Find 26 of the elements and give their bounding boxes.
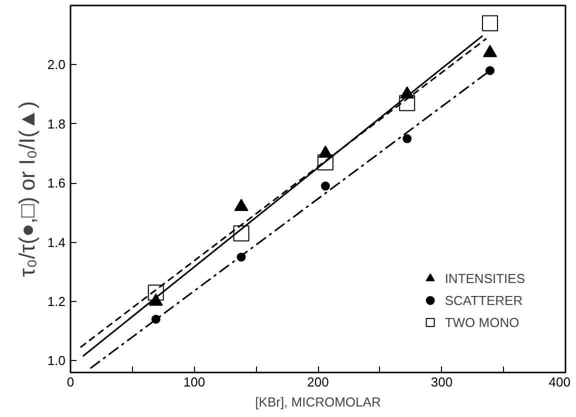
point [236, 252, 246, 262]
x-axis-title: [KBr], MICROMOLAR [255, 394, 381, 410]
point [486, 66, 495, 76]
point [317, 154, 334, 170]
point [482, 15, 498, 32]
x-tick-label: 200 [307, 374, 329, 390]
legend-label: SCATTERER [444, 292, 523, 308]
x-tick-label: 400 [548, 374, 571, 390]
point [402, 134, 412, 144]
x-tick-label: 100 [183, 374, 206, 390]
point [399, 95, 416, 112]
point [233, 225, 250, 242]
y-tick-label: 1.0 [47, 353, 66, 368]
y-tick-label: 1.6 [47, 176, 66, 191]
point [320, 182, 330, 191]
y-tick-label: 2.0 [47, 57, 66, 72]
y-axis-title: τ₀/τ(●,□) or I₀/I(▲) [14, 101, 40, 277]
y-tick-label: 1.2 [47, 294, 66, 309]
x-tick-label: 300 [430, 374, 453, 390]
legend-label: INTENSITIES [444, 270, 525, 286]
y-tick-label: 1.4 [47, 234, 66, 250]
point [148, 284, 164, 301]
legend-label: TWO MONO [444, 314, 520, 330]
x-tick-label: 0 [66, 374, 74, 390]
y-tick-label: 1.8 [47, 116, 66, 132]
point [151, 314, 160, 324]
